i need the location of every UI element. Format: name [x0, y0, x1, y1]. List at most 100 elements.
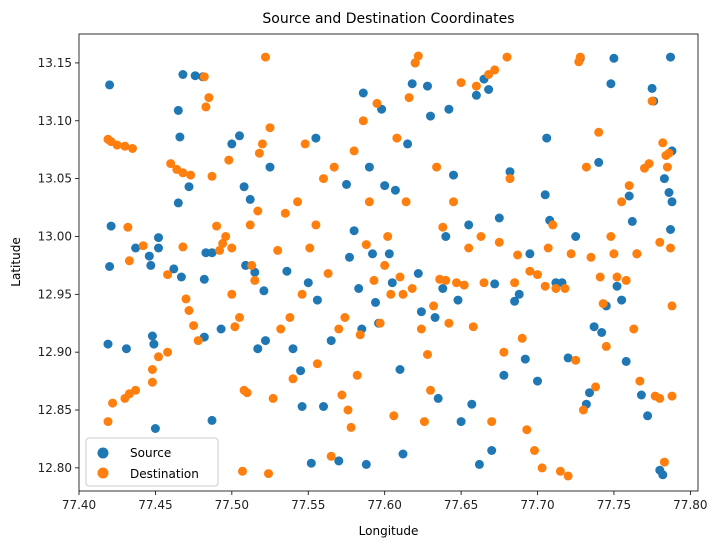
destination-point — [476, 232, 486, 241]
source-point — [184, 182, 194, 192]
destination-point — [456, 78, 466, 88]
source-point — [658, 470, 668, 480]
destination-point — [242, 388, 252, 398]
destination-point — [655, 237, 665, 247]
source-point — [520, 354, 530, 364]
source-point — [199, 274, 209, 284]
destination-point — [499, 347, 509, 357]
destination-point — [250, 275, 260, 285]
destination-point — [551, 284, 561, 293]
destination-point — [123, 222, 133, 232]
destination-point — [147, 377, 157, 387]
destination-point — [563, 471, 573, 481]
chart-title: Source and Destination Coordinates — [262, 11, 514, 27]
source-point — [297, 402, 307, 411]
destination-point — [358, 116, 368, 126]
destination-point — [667, 301, 677, 311]
destination-point — [326, 451, 336, 461]
destination-point — [138, 241, 148, 251]
destination-point — [502, 52, 512, 62]
x-tick-label: 77.60 — [367, 498, 401, 512]
destination-point — [419, 417, 429, 427]
source-point — [464, 220, 474, 230]
destination-point — [108, 398, 118, 408]
destination-point — [189, 321, 199, 331]
source-point — [131, 243, 141, 253]
source-point — [571, 232, 581, 241]
destination-point — [288, 374, 298, 384]
source-point — [471, 90, 481, 100]
source-point — [150, 424, 160, 433]
source-point — [306, 458, 316, 468]
source-point — [456, 417, 466, 427]
source-point — [169, 264, 179, 274]
x-axis-label: Longitude — [359, 524, 419, 538]
destination-point — [372, 98, 382, 108]
destination-point — [215, 245, 225, 255]
source-point — [361, 459, 371, 469]
destination-point — [586, 252, 596, 262]
x-tick-label: 77.40 — [62, 498, 96, 512]
destination-point — [398, 289, 408, 299]
source-point — [533, 376, 542, 386]
destination-point — [395, 272, 405, 282]
source-point — [438, 284, 448, 293]
source-point — [245, 194, 255, 204]
source-point — [288, 344, 298, 354]
destination-point — [349, 146, 359, 156]
destination-point — [571, 355, 581, 365]
destination-point — [355, 330, 365, 340]
destination-point — [238, 466, 247, 476]
destination-point — [617, 197, 627, 207]
source-point — [624, 191, 634, 201]
source-point — [467, 399, 477, 409]
y-tick-label: 12.95 — [38, 287, 72, 301]
destination-point — [280, 208, 290, 218]
destination-point — [426, 385, 435, 395]
destination-point — [452, 278, 461, 288]
source-point — [426, 111, 435, 121]
destination-point — [540, 281, 550, 291]
destination-point — [468, 322, 478, 332]
source-point — [505, 167, 515, 177]
source-point — [106, 221, 116, 231]
destination-point — [664, 148, 674, 158]
destination-point — [513, 250, 523, 260]
y-tick-label: 13.00 — [38, 229, 72, 243]
destination-point — [257, 139, 267, 149]
destination-point — [218, 238, 228, 248]
source-point — [387, 278, 397, 288]
data-points — [103, 51, 677, 481]
destination-point — [154, 352, 163, 362]
destination-point — [591, 382, 601, 392]
y-tick-label: 13.10 — [38, 114, 72, 128]
destination-point — [441, 275, 451, 285]
destination-point — [334, 324, 344, 334]
destination-point — [276, 324, 286, 334]
source-point — [597, 328, 607, 337]
source-point — [395, 365, 405, 374]
source-point — [154, 243, 163, 253]
destination-point — [444, 318, 454, 328]
destination-point — [293, 197, 303, 207]
destination-point — [207, 171, 217, 181]
destination-point — [595, 272, 605, 282]
source-point — [416, 307, 426, 317]
source-point — [250, 267, 260, 277]
destination-point — [505, 174, 515, 184]
destination-point — [479, 278, 489, 288]
destination-point — [230, 322, 240, 332]
source-point — [334, 456, 344, 466]
destination-point — [401, 197, 411, 207]
source-point — [667, 197, 677, 207]
source-point — [149, 339, 159, 349]
destination-point — [375, 318, 385, 328]
source-point — [303, 278, 313, 288]
source-point — [666, 225, 675, 234]
destination-point — [537, 463, 547, 473]
source-point — [146, 260, 156, 270]
x-tick-label: 77.70 — [520, 498, 554, 512]
destination-point — [227, 243, 237, 253]
plot-area — [78, 33, 699, 492]
source-point — [585, 388, 594, 398]
